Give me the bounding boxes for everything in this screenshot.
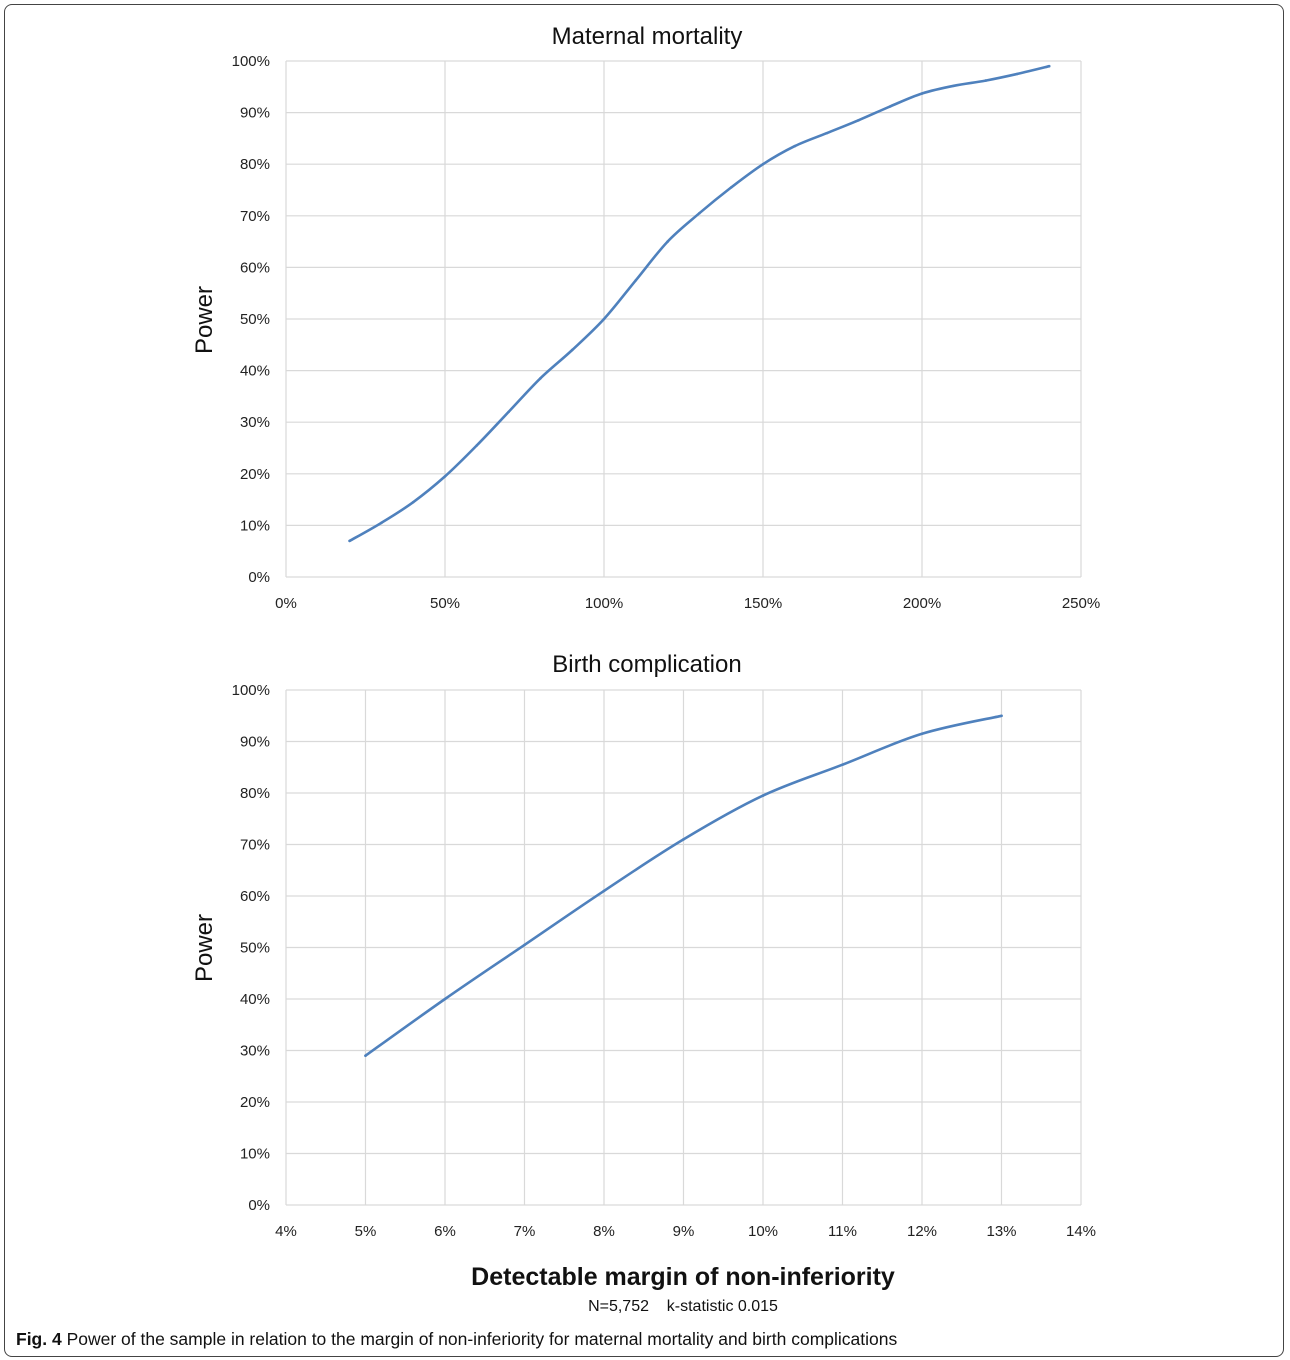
x-tick-label: 50% bbox=[430, 595, 460, 612]
data-point bbox=[841, 763, 844, 766]
x-tick-label: 200% bbox=[903, 595, 941, 612]
data-point bbox=[475, 444, 479, 447]
data-point bbox=[602, 317, 606, 321]
y-tick-label: 90% bbox=[240, 734, 270, 751]
data-point bbox=[443, 475, 447, 478]
y-tick-label: 80% bbox=[240, 156, 270, 173]
data-point bbox=[920, 92, 924, 95]
data-point bbox=[348, 539, 351, 543]
y-tick-label: 40% bbox=[240, 363, 270, 380]
y-tick-label: 60% bbox=[240, 888, 270, 905]
data-point bbox=[1000, 714, 1003, 718]
data-point bbox=[539, 377, 542, 380]
data-point bbox=[507, 410, 510, 414]
y-tick-label: 30% bbox=[240, 414, 270, 431]
data-point bbox=[602, 889, 606, 893]
data-point bbox=[364, 1054, 367, 1057]
data-point bbox=[952, 84, 956, 88]
data-point bbox=[666, 240, 669, 243]
x-tick-label: 11% bbox=[828, 1223, 857, 1240]
data-point bbox=[729, 186, 733, 189]
grid bbox=[285, 60, 1082, 578]
x-tick-label: 10% bbox=[748, 1223, 778, 1240]
sample-note: N=5,752 k-statistic 0.015 bbox=[588, 1298, 778, 1315]
y-tick-label: 100% bbox=[232, 53, 270, 70]
y-tick-label: 20% bbox=[240, 466, 270, 483]
y-axis-label: Power bbox=[191, 914, 218, 982]
data-point bbox=[634, 279, 638, 282]
data-point bbox=[857, 119, 860, 122]
y-axis-label: Power bbox=[191, 286, 218, 354]
y-tick-label: 20% bbox=[240, 1094, 270, 1111]
figure-caption: Fig. 4 Power of the sample in relation t… bbox=[16, 1329, 897, 1349]
y-tick-label: 70% bbox=[240, 208, 270, 225]
data-point bbox=[698, 211, 701, 215]
figure-frame bbox=[4, 4, 1284, 1357]
data-point bbox=[761, 162, 765, 166]
caption-label: Fig. 4 bbox=[16, 1329, 62, 1349]
data-point bbox=[1047, 64, 1051, 68]
y-tick-label: 40% bbox=[240, 991, 270, 1008]
data-point bbox=[682, 838, 685, 841]
x-tick-label: 7% bbox=[514, 1223, 536, 1240]
tick-labels: 0% 10% 20% 30% 40% 50% 60% 70% 80% 90% 100% 4% 5% 6% 7… bbox=[232, 682, 1096, 1240]
y-tick-label: 50% bbox=[240, 940, 270, 957]
data-point bbox=[443, 997, 447, 1001]
data-point bbox=[761, 794, 765, 797]
data-point bbox=[984, 79, 987, 82]
data-point bbox=[570, 348, 574, 352]
y-tick-label: 0% bbox=[248, 1197, 270, 1214]
data-point bbox=[825, 131, 828, 135]
chart-title: Maternal mortality bbox=[552, 23, 743, 50]
y-tick-label: 80% bbox=[240, 785, 270, 802]
y-tick-label: 0% bbox=[248, 569, 270, 586]
y-tick-label: 70% bbox=[240, 837, 270, 854]
series-line bbox=[348, 64, 1051, 543]
data-point bbox=[888, 105, 892, 108]
x-tick-label: 0% bbox=[275, 595, 297, 612]
y-tick-label: 30% bbox=[240, 1043, 270, 1060]
x-tick-label: 6% bbox=[434, 1223, 456, 1240]
caption-text: Power of the sample in relation to the m… bbox=[62, 1329, 898, 1349]
data-point bbox=[793, 144, 797, 148]
x-tick-label: 8% bbox=[593, 1223, 615, 1240]
data-point bbox=[380, 521, 383, 525]
grid bbox=[285, 689, 1082, 1206]
x-tick-label: 150% bbox=[744, 595, 782, 612]
y-tick-label: 10% bbox=[240, 517, 270, 534]
x-tick-label: 4% bbox=[275, 1223, 297, 1240]
x-axis-label: Detectable margin of non-inferiority bbox=[471, 1263, 895, 1291]
chart-birth-complication: Birth complication Power 0% 10% 20% 30% 40% 5… bbox=[191, 651, 1096, 1291]
x-tick-label: 5% bbox=[355, 1223, 377, 1240]
y-tick-label: 100% bbox=[232, 682, 270, 699]
x-tick-label: 250% bbox=[1062, 595, 1100, 612]
y-tick-label: 60% bbox=[240, 259, 270, 276]
x-tick-label: 14% bbox=[1066, 1223, 1096, 1240]
y-tick-label: 10% bbox=[240, 1146, 270, 1163]
data-point bbox=[523, 943, 526, 947]
chart-maternal-mortality: Maternal mortality Power 0% 10% 20% 30% 40% 5… bbox=[191, 23, 1100, 612]
data-point bbox=[411, 500, 415, 504]
x-tick-label: 13% bbox=[986, 1223, 1016, 1240]
x-tick-label: 100% bbox=[585, 595, 623, 612]
y-tick-label: 90% bbox=[240, 105, 270, 122]
chart-title: Birth complication bbox=[552, 651, 741, 678]
y-tick-label: 50% bbox=[240, 311, 270, 328]
data-point bbox=[1016, 72, 1019, 76]
x-tick-label: 9% bbox=[673, 1223, 695, 1240]
x-tick-label: 12% bbox=[907, 1223, 937, 1240]
tick-labels: 0% 10% 20% 30% 40% 50% 60% 70% 80% 90% 100% 0% 50% 10… bbox=[232, 53, 1101, 612]
data-point bbox=[920, 732, 924, 736]
